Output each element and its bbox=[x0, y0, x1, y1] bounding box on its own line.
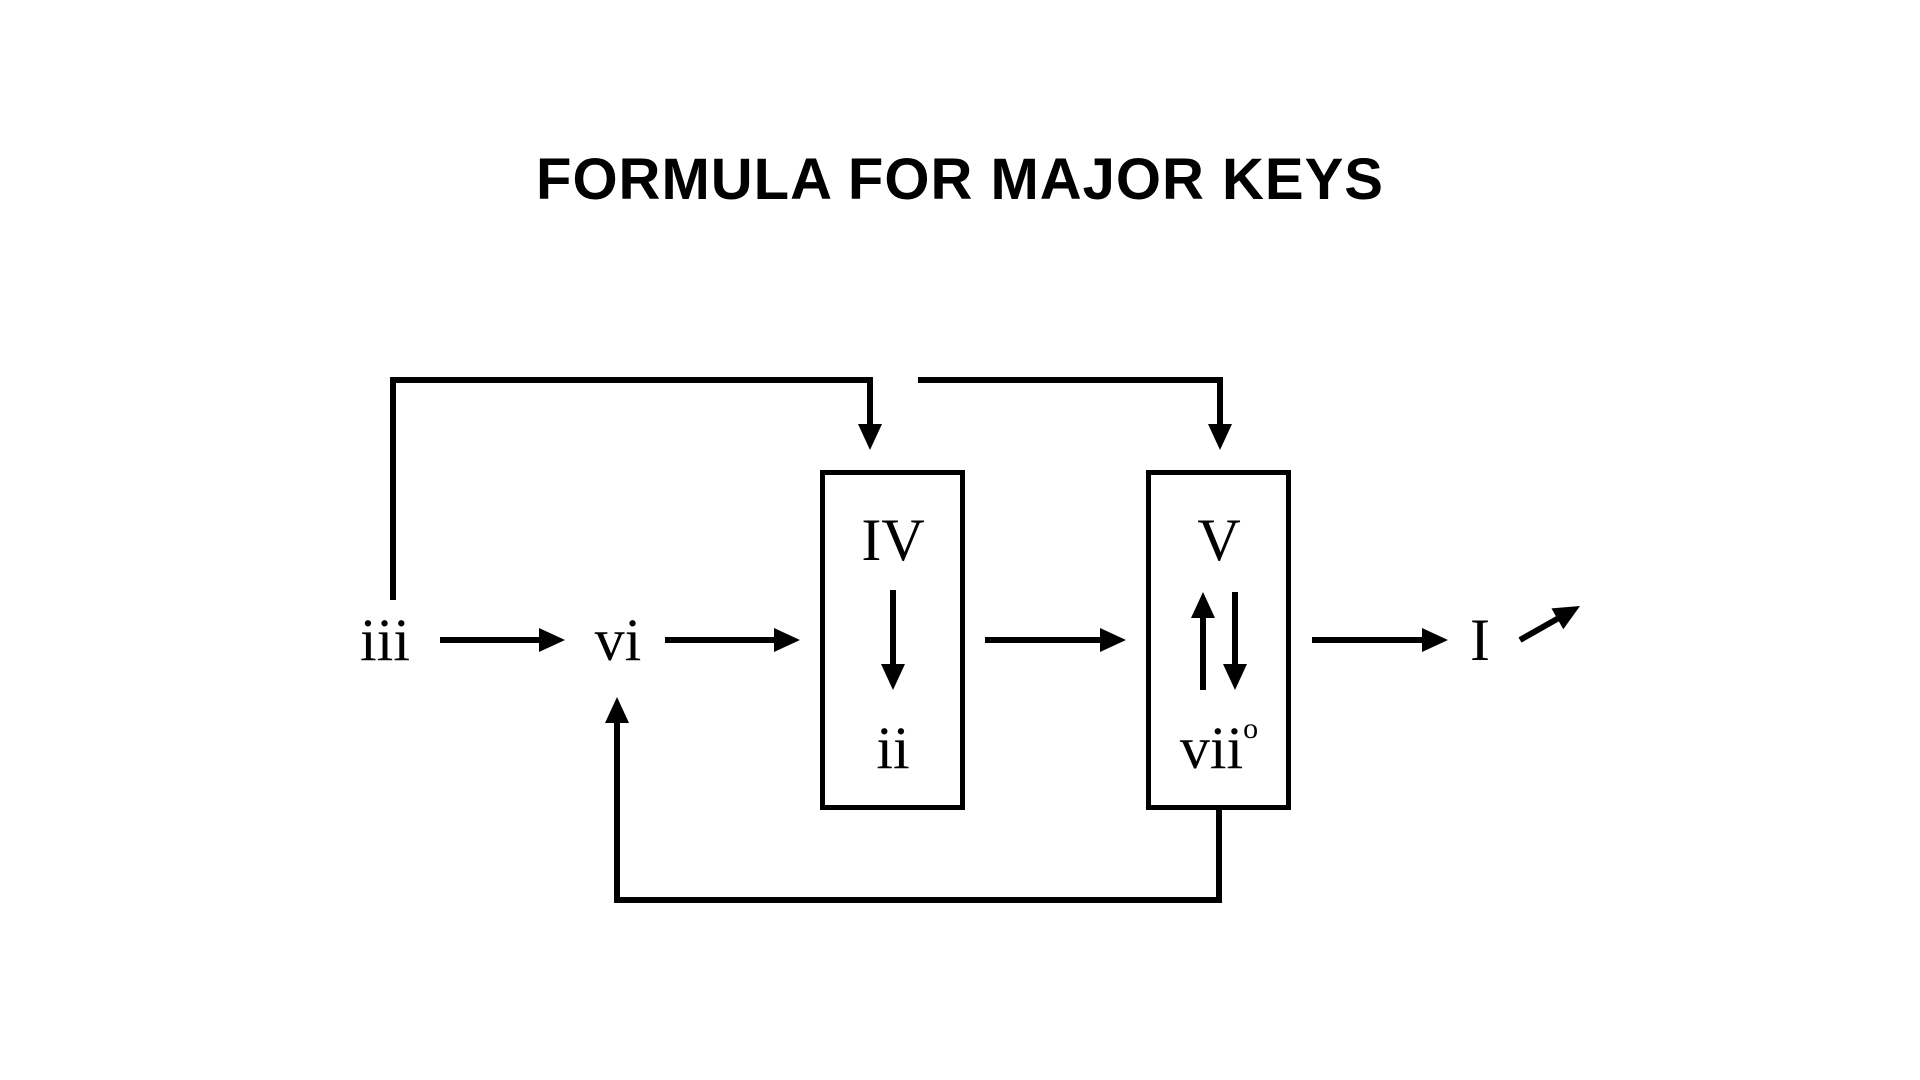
node-vi: vi bbox=[595, 610, 642, 670]
box1-top-to-box2 bbox=[918, 380, 1220, 434]
diagram-stage: iii vi IV ii Vviio I bbox=[0, 0, 1920, 1080]
iii-up-to-box1 bbox=[393, 380, 870, 600]
node-IV: IV bbox=[861, 510, 924, 570]
node-vii: viio bbox=[1180, 718, 1258, 778]
node-V: V bbox=[1197, 510, 1240, 570]
node-iii: iii bbox=[360, 610, 410, 670]
node-I: I bbox=[1470, 610, 1490, 670]
node-ii: ii bbox=[876, 718, 909, 778]
